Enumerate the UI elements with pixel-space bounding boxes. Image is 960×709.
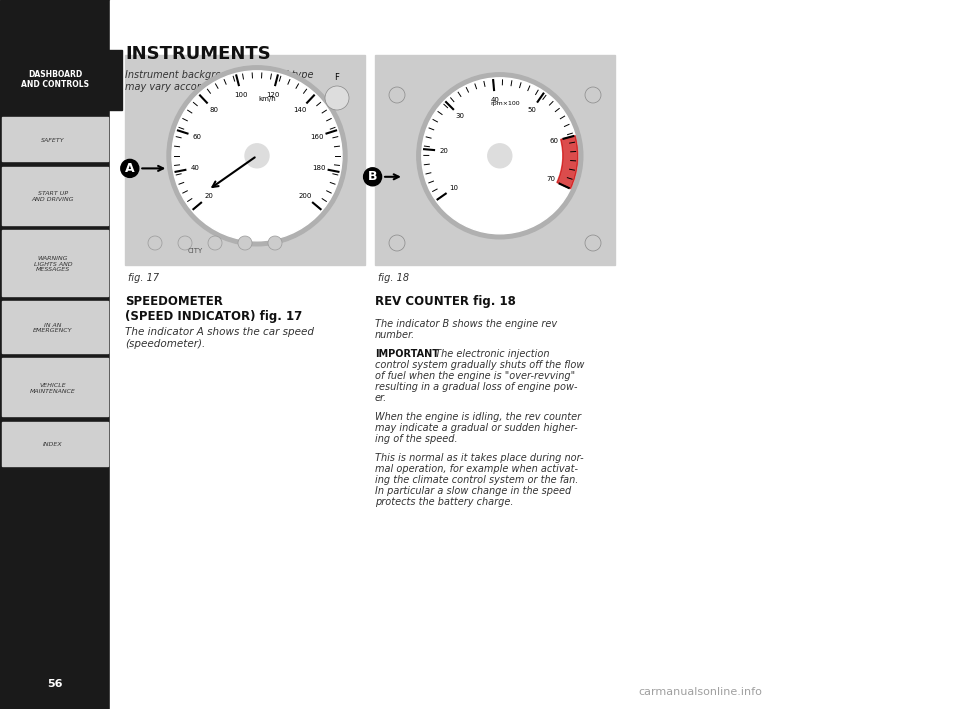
- Wedge shape: [557, 135, 578, 189]
- Text: The indicator B shows the engine rev: The indicator B shows the engine rev: [375, 319, 557, 329]
- Text: REV COUNTER fig. 18: REV COUNTER fig. 18: [375, 295, 516, 308]
- Text: control system gradually shuts off the flow: control system gradually shuts off the f…: [375, 360, 585, 370]
- Text: rpm×100: rpm×100: [490, 101, 519, 106]
- Text: carmanualsonline.info: carmanualsonline.info: [638, 687, 762, 697]
- Text: The electronic injection: The electronic injection: [432, 349, 549, 359]
- Circle shape: [178, 236, 192, 250]
- Circle shape: [488, 144, 512, 168]
- Circle shape: [245, 144, 269, 168]
- Text: 20: 20: [204, 194, 213, 199]
- Text: 120: 120: [266, 91, 279, 98]
- Text: number.: number.: [375, 330, 416, 340]
- Bar: [125, 55, 365, 265]
- Text: ing the climate control system or the fan.: ing the climate control system or the fa…: [375, 475, 578, 485]
- Circle shape: [325, 86, 349, 110]
- Circle shape: [148, 236, 162, 250]
- Bar: [2, 358, 108, 416]
- Text: 10: 10: [449, 185, 459, 191]
- Text: IN AN
EMERGENCY: IN AN EMERGENCY: [34, 323, 73, 333]
- Text: fig. 17: fig. 17: [128, 273, 159, 283]
- Circle shape: [208, 236, 222, 250]
- Text: 60: 60: [549, 138, 559, 145]
- Bar: [0, 0, 110, 709]
- Text: may indicate a gradual or sudden higher-: may indicate a gradual or sudden higher-: [375, 423, 578, 433]
- Text: 140: 140: [294, 107, 307, 113]
- Text: 56: 56: [47, 679, 62, 689]
- Text: protects the battery charge.: protects the battery charge.: [375, 497, 514, 507]
- Text: SAFETY: SAFETY: [41, 138, 65, 143]
- Bar: [375, 55, 615, 265]
- Text: er.: er.: [375, 393, 387, 403]
- Text: CITY: CITY: [187, 248, 203, 254]
- Text: DASHBOARD
AND CONTROLS: DASHBOARD AND CONTROLS: [21, 70, 89, 89]
- Text: 40: 40: [491, 97, 499, 103]
- Text: 200: 200: [299, 194, 312, 199]
- Text: The indicator A shows the car speed
(speedometer).: The indicator A shows the car speed (spe…: [125, 327, 314, 349]
- Text: 180: 180: [312, 165, 325, 171]
- Bar: [2, 167, 108, 225]
- Circle shape: [417, 73, 583, 239]
- Circle shape: [167, 66, 347, 246]
- Circle shape: [238, 236, 252, 250]
- Text: F: F: [335, 73, 340, 82]
- Circle shape: [421, 78, 578, 234]
- Text: INSTRUMENTS: INSTRUMENTS: [125, 45, 271, 63]
- Text: VEHICLE
MAINTENANCE: VEHICLE MAINTENANCE: [30, 383, 76, 393]
- Text: WARNING
LIGHTS AND
MESSAGES: WARNING LIGHTS AND MESSAGES: [34, 256, 72, 272]
- Text: 100: 100: [234, 91, 248, 98]
- Circle shape: [172, 71, 342, 241]
- Text: 60: 60: [193, 133, 202, 140]
- Text: 80: 80: [209, 107, 218, 113]
- Text: A: A: [125, 162, 163, 175]
- Text: ing of the speed.: ing of the speed.: [375, 434, 458, 444]
- Text: INDEX: INDEX: [43, 442, 62, 447]
- Bar: [110, 0, 960, 709]
- Text: When the engine is idling, the rev counter: When the engine is idling, the rev count…: [375, 412, 581, 422]
- Text: This is normal as it takes place during nor-: This is normal as it takes place during …: [375, 453, 584, 463]
- Circle shape: [585, 235, 601, 251]
- Text: resulting in a gradual loss of engine pow-: resulting in a gradual loss of engine po…: [375, 382, 578, 392]
- Text: 50: 50: [527, 107, 537, 113]
- Text: IMPORTANT: IMPORTANT: [375, 349, 439, 359]
- Bar: [2, 230, 108, 296]
- Text: 160: 160: [310, 133, 324, 140]
- Text: 20: 20: [440, 148, 448, 154]
- Bar: [2, 117, 108, 161]
- Text: START UP
AND DRIVING: START UP AND DRIVING: [32, 191, 74, 202]
- Circle shape: [389, 235, 405, 251]
- Text: fig. 18: fig. 18: [378, 273, 409, 283]
- Bar: [2, 301, 108, 352]
- Bar: [2, 422, 108, 466]
- Bar: [0, 50, 122, 110]
- Text: B: B: [368, 170, 398, 184]
- Text: km/h: km/h: [258, 96, 276, 102]
- Text: mal operation, for example when activat-: mal operation, for example when activat-: [375, 464, 578, 474]
- Text: 30: 30: [456, 113, 465, 119]
- Text: In particular a slow change in the speed: In particular a slow change in the speed: [375, 486, 571, 496]
- Circle shape: [585, 87, 601, 103]
- Text: 70: 70: [546, 177, 555, 182]
- Text: 40: 40: [191, 165, 200, 171]
- Text: Instrument background color and type
may vary according to the version.: Instrument background color and type may…: [125, 70, 314, 91]
- Circle shape: [389, 87, 405, 103]
- Circle shape: [268, 236, 282, 250]
- Text: of fuel when the engine is "over-revving": of fuel when the engine is "over-revving…: [375, 371, 575, 381]
- Text: SPEEDOMETER
(SPEED INDICATOR) fig. 17: SPEEDOMETER (SPEED INDICATOR) fig. 17: [125, 295, 302, 323]
